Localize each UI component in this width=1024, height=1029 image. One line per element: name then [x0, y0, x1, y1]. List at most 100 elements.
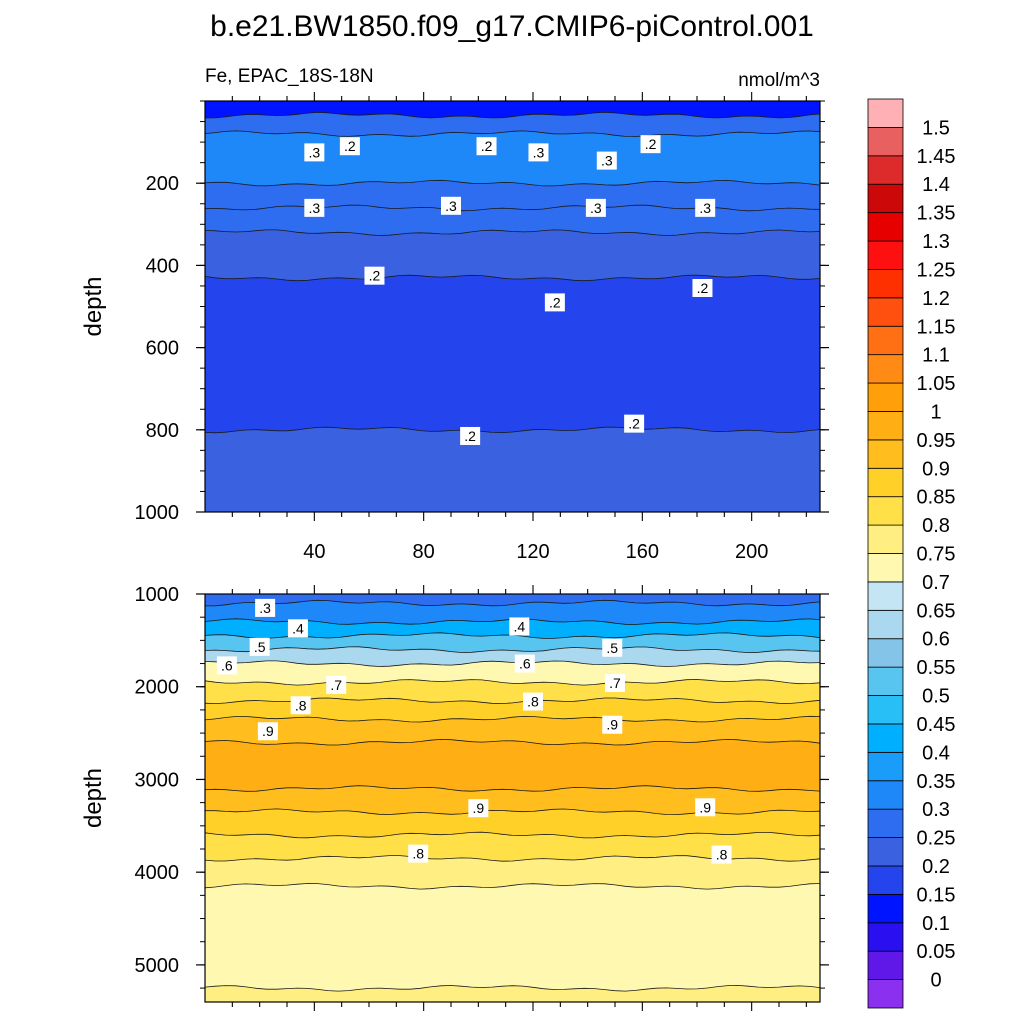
contour-line — [205, 738, 820, 746]
contour-label: .6 — [514, 654, 535, 673]
contour-label-text: .2 — [549, 294, 561, 310]
y-tick-label: 1000 — [135, 502, 180, 524]
contour-label: .2 — [624, 414, 645, 433]
contour-label: .3 — [585, 198, 606, 217]
colorbar-swatch — [867, 553, 904, 583]
contour-label-text: .5 — [254, 639, 266, 655]
colorbar-label: 0.4 — [922, 742, 950, 764]
y-tick-label: 400 — [146, 255, 179, 277]
colorbar-label: 0.95 — [917, 430, 956, 452]
contour-label-text: .3 — [308, 144, 320, 160]
colorbar-label: 0.6 — [922, 629, 950, 651]
contour-label-text: .7 — [330, 677, 342, 693]
y-tick-label: 600 — [146, 338, 179, 360]
contour-line — [205, 130, 820, 137]
colorbar-label: 1.45 — [917, 146, 956, 168]
contour-label-text: .2 — [481, 138, 493, 154]
contour-label: .9 — [602, 715, 623, 734]
contour-line — [205, 646, 820, 654]
colorbar-swatch — [867, 979, 904, 1009]
colorbar-swatch — [867, 496, 904, 526]
contour-label-text: .3 — [259, 600, 271, 616]
contour-label: .8 — [523, 692, 543, 711]
colorbar-swatch — [867, 269, 904, 299]
contour-label-text: .2 — [645, 136, 657, 152]
contour-line — [205, 599, 820, 607]
contour-band — [205, 785, 820, 815]
contour-label-text: .2 — [628, 416, 640, 432]
contour-line — [205, 785, 820, 792]
colorbar-swatch — [867, 240, 904, 270]
colorbar-swatch — [867, 581, 904, 611]
contour-band — [205, 101, 820, 118]
colorbar-swatch — [867, 609, 904, 640]
colorbar-swatch — [867, 467, 904, 498]
colorbar-label: 0.8 — [922, 515, 950, 537]
contour-line — [205, 883, 820, 890]
colorbar-swatch — [867, 666, 904, 696]
colorbar-label: 1.15 — [917, 316, 956, 338]
colorbar-swatch — [867, 723, 904, 753]
colorbar-label: 1.4 — [922, 174, 950, 196]
y-tick-label: 4000 — [135, 862, 180, 884]
colorbar-swatch — [867, 950, 904, 980]
x-tick-label: 120 — [516, 541, 549, 563]
contour-label-text: .4 — [513, 618, 525, 634]
colorbar-label: 0.3 — [922, 799, 950, 821]
contour-label: .9 — [468, 799, 489, 818]
colorbar-label: 0.1 — [922, 913, 950, 935]
contour-label-text: .9 — [606, 717, 618, 733]
colorbar-label: 1.3 — [922, 231, 950, 253]
contour-label: .2 — [364, 266, 385, 285]
colorbar-label: 0.05 — [917, 941, 956, 963]
colorbar-swatch — [867, 893, 904, 924]
colorbar-swatch — [867, 98, 904, 128]
colorbar-label: 0.45 — [917, 714, 956, 736]
contour-band — [205, 739, 820, 792]
contour-band — [205, 112, 820, 137]
colorbar-label: 1.2 — [922, 288, 950, 310]
contour-band — [205, 600, 820, 625]
colorbar-swatch — [867, 411, 904, 441]
contour-band — [205, 698, 820, 722]
contour-band — [205, 660, 820, 686]
contour-label-text: .9 — [262, 723, 274, 739]
chart-title: b.e21.BW1850.f09_g17.CMIP6-piControl.001 — [210, 10, 814, 43]
contour-label: .2 — [640, 135, 661, 154]
colorbar-label: 0.55 — [917, 657, 956, 679]
colorbar-label: 0.5 — [922, 686, 950, 708]
x-tick-label: 80 — [413, 541, 435, 563]
colorbar-swatch — [867, 695, 904, 725]
lower-panel: .3 .4 .5 .6 .7 .8 .9 .4 .6 .5 .7 .8 .9 .9 .9 .8 .8 1000 20… — [80, 584, 829, 1011]
contour-label-text: .8 — [716, 847, 728, 863]
contour-label-text: .2 — [464, 428, 476, 444]
contour-label: .8 — [290, 696, 311, 715]
contour-label-text: .6 — [519, 656, 531, 672]
colorbar-swatch — [867, 382, 904, 412]
contour-label: .4 — [287, 619, 308, 638]
colorbar-swatch — [867, 325, 904, 356]
contour-band — [205, 883, 820, 992]
colorbar-label: 1.5 — [922, 117, 950, 139]
colorbar-label: 1.1 — [922, 345, 950, 367]
contour-label-text: .3 — [308, 200, 320, 216]
contour-label: .7 — [326, 675, 347, 694]
colorbar-swatch — [867, 183, 904, 214]
colorbar-label: 0.9 — [922, 458, 950, 480]
y-tick-label: 200 — [146, 173, 179, 195]
colorbar-swatch — [867, 354, 904, 384]
colorbar-label: 1.25 — [917, 259, 956, 281]
colorbar-label: 0.85 — [917, 487, 956, 509]
x-tick-label: 160 — [626, 541, 659, 563]
colorbar-label: 0.75 — [917, 544, 956, 566]
y-tick-label: 1000 — [135, 584, 180, 606]
y-tick-label: 3000 — [135, 769, 180, 791]
contour-label-text: .3 — [699, 200, 711, 216]
contour-label-text: .8 — [412, 846, 424, 862]
contour-line — [205, 808, 820, 816]
contour-label-text: .3 — [590, 200, 602, 216]
colorbar-swatch — [867, 524, 904, 554]
colorbar-swatch — [867, 297, 904, 327]
contour-label: .3 — [304, 143, 325, 162]
upper-panel: .3 .2 .2 .3 .3 .2 .3 .3 .3 .3 .2 .2 .2 .2 .2 200 400 600 8… — [80, 92, 829, 563]
